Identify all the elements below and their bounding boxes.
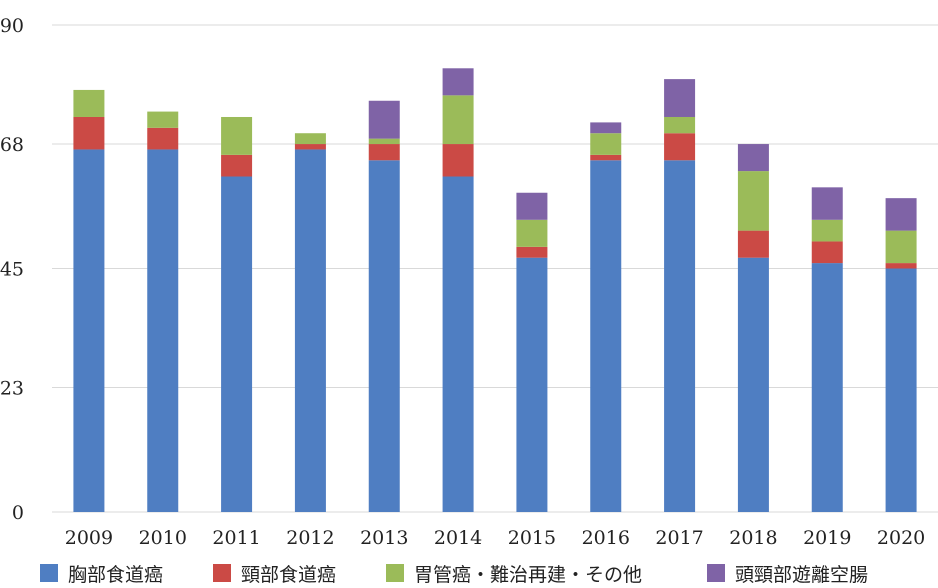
x-tick-label: 2015 <box>508 527 556 549</box>
bar-segment-2013-series-4 <box>368 100 400 139</box>
bar-segment-2010-series-2 <box>147 127 179 150</box>
bar-segment-2015-series-4 <box>516 192 548 220</box>
bar-segment-2017-series-1 <box>664 160 696 512</box>
legend-item: 胃管癌・難治再建・その他 <box>386 558 642 588</box>
bar-segment-2010-series-3 <box>147 111 179 128</box>
bar-segment-2020-series-2 <box>885 263 917 269</box>
gridlines <box>52 24 938 513</box>
legend-label: 頸部食道癌 <box>241 563 337 586</box>
bar-segment-2013-series-1 <box>368 160 400 512</box>
x-tick-label: 2018 <box>729 527 777 549</box>
x-tick-label: 2010 <box>139 527 187 549</box>
bar-segment-2020-series-3 <box>885 230 917 264</box>
bar-segment-2009-series-1 <box>73 149 105 512</box>
bar-segment-2019-series-1 <box>811 263 843 512</box>
y-tick-label: 68 <box>0 134 24 156</box>
bar-segment-2019-series-4 <box>811 187 843 220</box>
y-axis-ticks: 0 23 45 68 90 <box>0 15 24 524</box>
bar-segment-2014-series-2 <box>442 144 474 177</box>
y-tick-label: 23 <box>0 378 24 400</box>
x-tick-label: 2009 <box>65 527 113 549</box>
x-tick-label: 2016 <box>582 527 630 549</box>
bar-segment-2014-series-4 <box>442 68 474 96</box>
bar-segment-2012-series-1 <box>294 149 326 512</box>
legend-label: 胃管癌・難治再建・その他 <box>414 563 643 586</box>
bar-segment-2015-series-1 <box>516 257 548 512</box>
bar-segment-2014-series-3 <box>442 95 474 145</box>
x-tick-label: 2020 <box>877 527 925 549</box>
bar-segment-2018-series-4 <box>737 144 769 172</box>
legend-item: 頸部食道癌 <box>213 558 336 588</box>
bar-segment-2009-series-2 <box>73 116 105 150</box>
bar-segment-2018-series-1 <box>737 257 769 512</box>
bar-segment-2017-series-3 <box>664 116 696 134</box>
legend-item: 胸部食道癌 <box>40 558 163 588</box>
y-tick-label: 0 <box>12 502 24 524</box>
bar-segment-2015-series-2 <box>516 246 548 258</box>
bar-segment-2013-series-2 <box>368 144 400 161</box>
legend-swatch <box>40 564 58 582</box>
x-tick-label: 2012 <box>286 527 334 549</box>
bar-segment-2017-series-4 <box>664 79 696 117</box>
legend-swatch <box>213 564 231 582</box>
bar-segment-2016-series-2 <box>590 154 622 161</box>
x-tick-label: 2017 <box>655 527 703 549</box>
chart-legend: 胸部食道癌 頸部食道癌 胃管癌・難治再建・その他 頭頸部遊離空腸 <box>0 558 938 588</box>
bar-segment-2018-series-3 <box>737 171 769 231</box>
legend-swatch <box>707 564 725 582</box>
bar-segment-2019-series-2 <box>811 241 843 264</box>
x-tick-label: 2019 <box>803 527 851 549</box>
bar-segment-2020-series-4 <box>885 198 917 231</box>
bar-segment-2016-series-3 <box>590 133 622 155</box>
legend-swatch <box>386 564 404 582</box>
legend-item: 頭頸部遊離空腸 <box>707 558 868 588</box>
bar-segment-2019-series-3 <box>811 219 843 242</box>
x-tick-label: 2014 <box>434 527 482 549</box>
bar-segment-2011-series-2 <box>221 154 253 177</box>
bar-segment-2015-series-3 <box>516 219 548 247</box>
y-tick-label: 45 <box>0 259 24 281</box>
bar-segment-2011-series-1 <box>221 176 253 512</box>
x-tick-label: 2011 <box>212 527 260 549</box>
bar-segment-2012-series-3 <box>294 133 326 145</box>
y-tick-label: 90 <box>0 15 24 37</box>
bar-segment-2011-series-3 <box>221 116 253 155</box>
bar-segment-2009-series-3 <box>73 89 105 117</box>
bar-segment-2017-series-2 <box>664 133 696 161</box>
bar-segment-2020-series-1 <box>885 268 917 512</box>
bar-segment-2010-series-1 <box>147 149 179 512</box>
bar-segment-2018-series-2 <box>737 230 769 258</box>
legend-label: 胸部食道癌 <box>68 563 164 586</box>
x-tick-label: 2013 <box>360 527 408 549</box>
bars <box>73 68 917 512</box>
legend-label: 頭頸部遊離空腸 <box>735 563 869 586</box>
x-axis-ticks: 2009 2010 2011 2012 2013 2014 2015 2016 2017 2018… <box>65 527 926 549</box>
bar-segment-2012-series-2 <box>294 144 326 150</box>
bar-segment-2016-series-1 <box>590 160 622 512</box>
bar-segment-2016-series-4 <box>590 122 622 134</box>
bar-segment-2014-series-1 <box>442 176 474 512</box>
bar-segment-2013-series-3 <box>368 138 400 145</box>
